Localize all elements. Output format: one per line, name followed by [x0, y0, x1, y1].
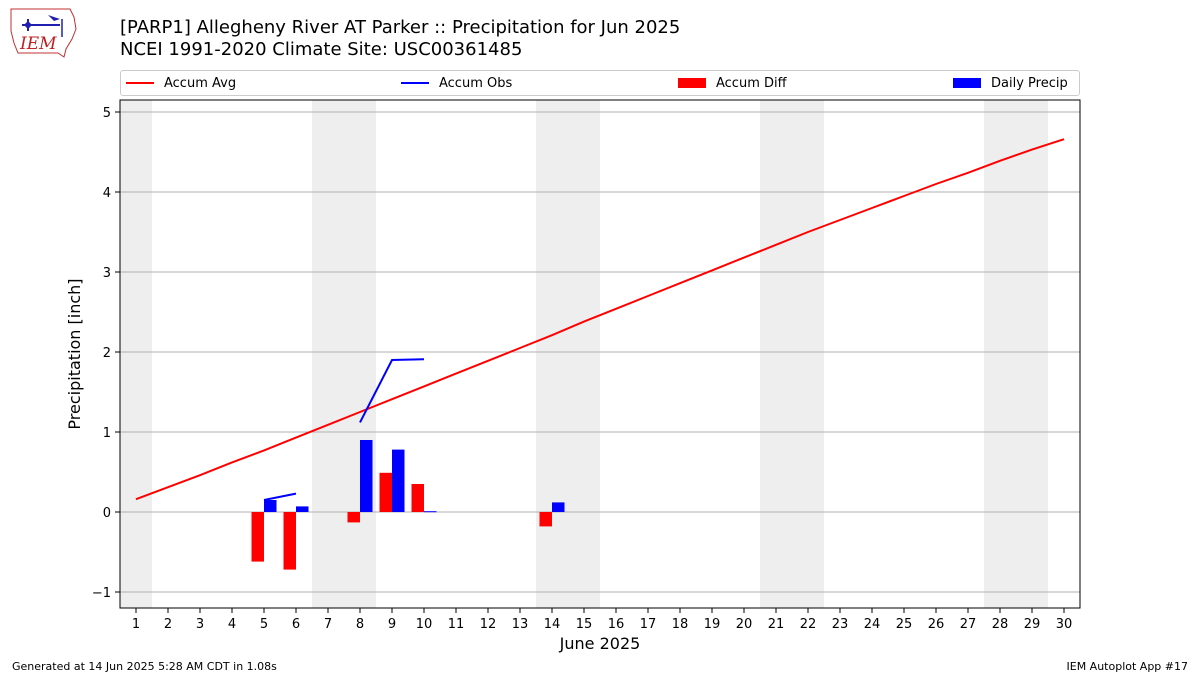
x-tick-label-21: 21	[768, 617, 785, 632]
accum-diff-bar-10	[411, 484, 424, 512]
chart-title: [PARP1] Allegheny River AT Parker :: Pre…	[120, 17, 681, 38]
x-tick-label-13: 13	[512, 617, 529, 632]
app-note: IEM Autoplot App #17	[1066, 660, 1189, 673]
legend-swatch-accum-avg	[126, 82, 154, 84]
legend-label-accum-avg: Accum Avg	[164, 75, 237, 91]
accum-avg-line	[135, 138, 1065, 501]
legend-label-daily-precip: Daily Precip	[991, 75, 1068, 91]
accum-obs-line-1	[359, 358, 425, 423]
x-tick-label-10: 10	[416, 617, 433, 632]
x-tick-label-15: 15	[576, 617, 593, 632]
x-tick-label-28: 28	[992, 617, 1009, 632]
x-axis-label: June 2025	[559, 634, 641, 653]
x-tick-label-25: 25	[896, 617, 913, 632]
chart-subtitle: NCEI 1991-2020 Climate Site: USC00361485	[120, 39, 523, 60]
logo-text: IEM	[19, 34, 57, 54]
accum-diff-bar-9	[379, 472, 392, 512]
x-tick-label-26: 26	[928, 617, 945, 632]
x-tick-label-3: 3	[196, 617, 204, 632]
x-tick-label-1: 1	[132, 617, 140, 632]
x-tick-label-29: 29	[1024, 617, 1041, 632]
legend-label-accum-diff: Accum Diff	[716, 75, 787, 91]
weekend-band-0	[120, 100, 152, 608]
y-tick-label-4: 4	[103, 186, 111, 201]
x-tick-label-22: 22	[800, 617, 817, 632]
y-tick-label-2: 2	[103, 346, 111, 361]
daily-precip-bar-10	[424, 511, 437, 513]
accum-diff-bar-5	[251, 512, 264, 562]
x-tick-label-5: 5	[260, 617, 268, 632]
accum-diff-bar-8	[347, 512, 360, 523]
weekend-band-3	[760, 100, 824, 608]
accum-diff-bar-14	[539, 512, 552, 527]
plot-frame	[119, 99, 1081, 609]
legend-item-accum-avg: Accum Avg	[126, 71, 236, 95]
legend-item-daily-precip: Daily Precip	[953, 71, 1068, 95]
x-tick-label-17: 17	[640, 617, 657, 632]
daily-precip-bar-14	[552, 502, 565, 512]
y-tick-label-1: 1	[103, 426, 111, 441]
accum-obs-line-0	[263, 492, 297, 501]
x-tick-label-27: 27	[960, 617, 977, 632]
y-tick-label-5: 5	[103, 106, 111, 121]
x-tick-label-12: 12	[480, 617, 497, 632]
legend-item-accum-diff: Accum Diff	[678, 71, 787, 95]
weekend-band-4	[984, 100, 1048, 608]
y-tick-label-0: 0	[103, 506, 111, 521]
legend-item-accum-obs: Accum Obs	[401, 71, 512, 95]
x-tick-label-11: 11	[448, 617, 465, 632]
x-tick-label-24: 24	[864, 617, 881, 632]
daily-precip-bar-6	[296, 506, 309, 512]
chart-legend: Accum Avg Accum Obs Accum Diff Daily Pre…	[120, 70, 1080, 96]
x-tick-label-18: 18	[672, 617, 689, 632]
x-tick-label-4: 4	[228, 617, 236, 632]
legend-swatch-daily-precip	[953, 78, 981, 88]
iem-logo: IEM	[10, 8, 77, 58]
accum-diff-bar-6	[283, 512, 296, 570]
weekend-band-2	[536, 100, 600, 608]
generated-note: Generated at 14 Jun 2025 5:28 AM CDT in …	[12, 660, 277, 673]
x-tick-label-23: 23	[832, 617, 849, 632]
x-tick-label-7: 7	[324, 617, 332, 632]
x-tick-label-14: 14	[544, 617, 561, 632]
y-axis-label: Precipitation [inch]	[65, 278, 84, 429]
x-tick-label-6: 6	[292, 617, 300, 632]
legend-swatch-accum-obs	[401, 82, 429, 84]
x-tick-label-20: 20	[736, 617, 753, 632]
x-tick-label-30: 30	[1056, 617, 1073, 632]
weekend-band-1	[312, 100, 376, 608]
legend-swatch-accum-diff	[678, 78, 706, 88]
x-tick-label-19: 19	[704, 617, 721, 632]
daily-precip-bar-5	[264, 500, 277, 512]
x-tick-label-8: 8	[356, 617, 364, 632]
daily-precip-bar-8	[360, 440, 373, 512]
x-tick-label-2: 2	[164, 617, 172, 632]
x-tick-label-16: 16	[608, 617, 625, 632]
y-tick-label-3: 3	[103, 266, 111, 281]
legend-label-accum-obs: Accum Obs	[439, 75, 513, 91]
daily-precip-bar-9	[392, 449, 405, 512]
y-tick-label--1: −1	[92, 586, 111, 601]
x-tick-label-9: 9	[388, 617, 396, 632]
